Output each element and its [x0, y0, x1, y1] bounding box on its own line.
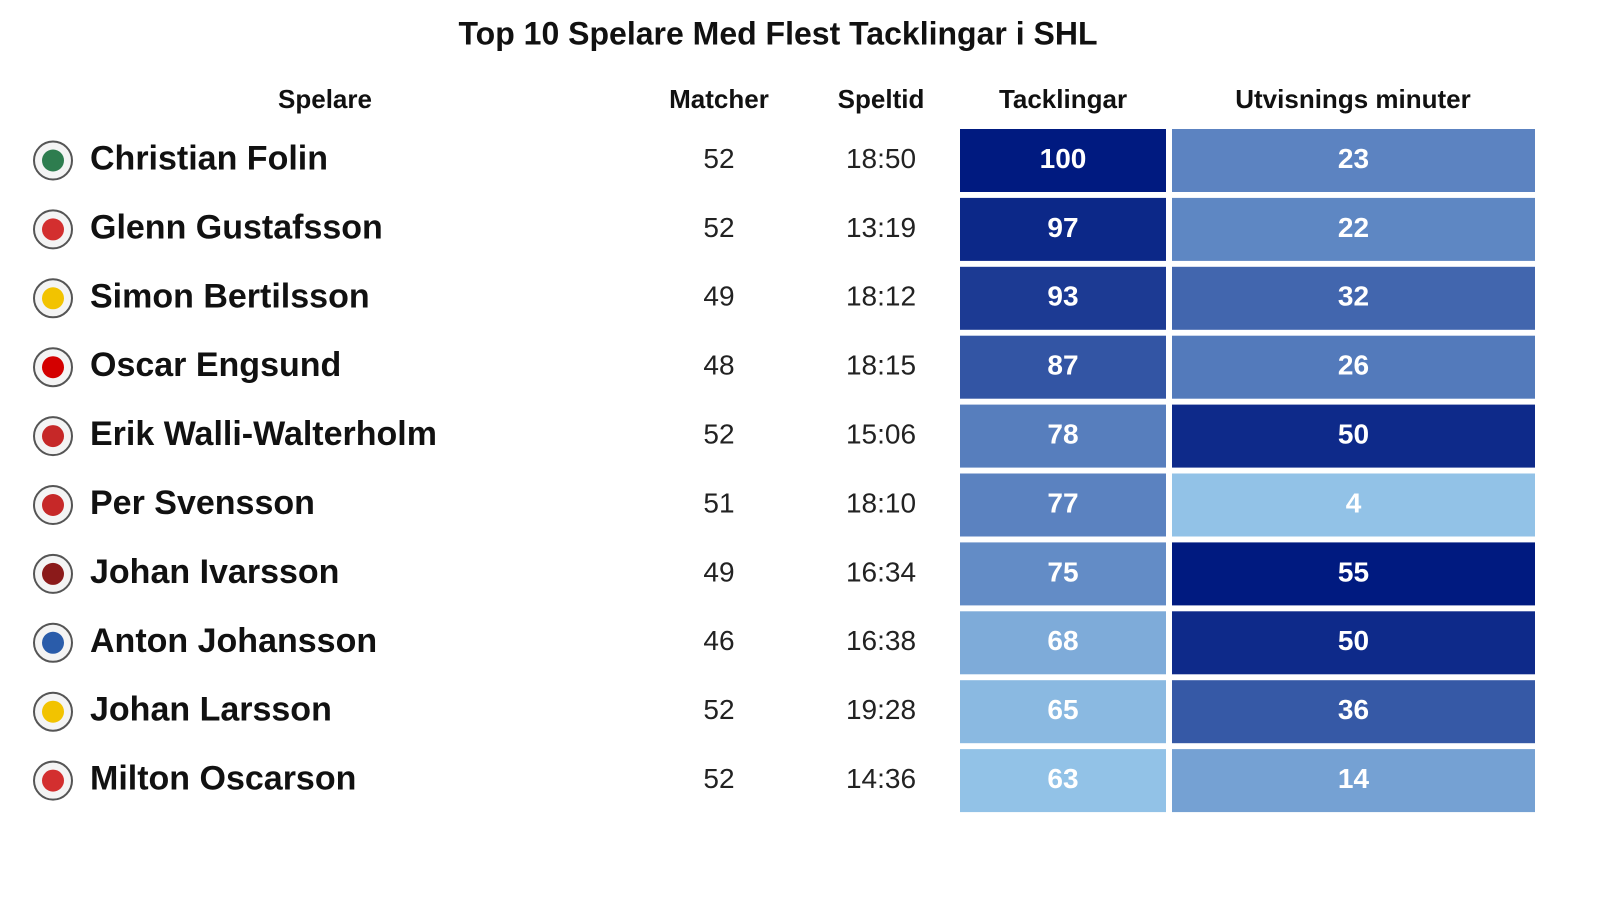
tackles-cell	[960, 266, 1166, 330]
team-logo-inner	[42, 356, 64, 379]
tackles-value: 77	[1047, 487, 1078, 518]
penalty-value: 36	[1338, 694, 1369, 725]
team-logo-inner	[42, 149, 64, 172]
tackles-value: 100	[1040, 143, 1087, 174]
team-logo-inner	[42, 287, 64, 310]
tackles-cell	[960, 473, 1166, 537]
column-header: Utvisnings minuter	[1235, 84, 1470, 114]
tackles-cell	[960, 611, 1166, 675]
player-name: Erik Walli-Walterholm	[90, 415, 437, 453]
team-logo-inner	[42, 218, 64, 241]
tackles-value: 93	[1047, 281, 1078, 312]
penalty-value: 4	[1346, 487, 1362, 518]
player-name: Milton Oscarson	[90, 760, 356, 798]
tackles-value: 63	[1047, 763, 1078, 794]
penalty-cell	[1172, 197, 1535, 261]
tackles-cell	[960, 129, 1166, 192]
tackles-value: 75	[1047, 556, 1078, 587]
games: 52	[703, 418, 734, 449]
player-name: Johan Larsson	[90, 691, 332, 729]
team-logo-inner	[42, 562, 64, 585]
player-name: Anton Johansson	[90, 622, 377, 660]
penalty-cell	[1172, 129, 1535, 192]
penalty-value: 22	[1338, 212, 1369, 243]
time-on-ice: 15:06	[846, 418, 916, 449]
time-on-ice: 16:34	[846, 556, 916, 587]
player-name: Per Svensson	[90, 484, 315, 522]
time-on-ice: 18:50	[846, 143, 916, 174]
penalty-cell	[1172, 542, 1535, 606]
time-on-ice: 19:28	[846, 694, 916, 725]
time-on-ice: 18:15	[846, 350, 916, 381]
time-on-ice: 16:38	[846, 625, 916, 656]
tackles-value: 78	[1047, 418, 1078, 449]
games: 52	[703, 143, 734, 174]
games: 46	[703, 625, 734, 656]
penalty-value: 26	[1338, 350, 1369, 381]
tackles-cell	[960, 404, 1166, 468]
penalty-value: 55	[1338, 556, 1369, 587]
tackles-cell	[960, 749, 1166, 813]
penalty-value: 14	[1338, 763, 1370, 794]
time-on-ice: 18:12	[846, 281, 916, 312]
penalty-value: 50	[1338, 418, 1369, 449]
team-logo-inner	[42, 631, 64, 654]
player-name: Oscar Engsund	[90, 346, 341, 384]
tackles-value: 97	[1047, 212, 1078, 243]
tackles-cell	[960, 680, 1166, 744]
games: 51	[703, 487, 734, 518]
player-name: Glenn Gustafsson	[90, 208, 383, 246]
penalty-cell	[1172, 266, 1535, 330]
games: 49	[703, 556, 734, 587]
games: 52	[703, 694, 734, 725]
penalty-cell	[1172, 473, 1535, 537]
penalty-value: 32	[1338, 281, 1369, 312]
column-header: Speltid	[838, 84, 925, 114]
column-header: Tacklingar	[999, 84, 1127, 114]
penalty-value: 23	[1338, 143, 1369, 174]
games: 48	[703, 350, 734, 381]
time-on-ice: 18:10	[846, 487, 916, 518]
time-on-ice: 14:36	[846, 763, 916, 794]
tackles-value: 87	[1047, 350, 1078, 381]
team-logo-inner	[42, 700, 64, 723]
penalty-cell	[1172, 335, 1535, 399]
penalty-value: 50	[1338, 625, 1369, 656]
team-logo-inner	[42, 425, 64, 448]
team-logo-inner	[42, 494, 64, 516]
penalty-cell	[1172, 404, 1535, 468]
tackles-value: 65	[1047, 694, 1078, 725]
player-name: Christian Folin	[90, 139, 328, 177]
player-name: Johan Ivarsson	[90, 553, 339, 591]
tackles-value: 68	[1047, 625, 1078, 656]
player-name: Simon Bertilsson	[90, 277, 370, 315]
games: 49	[703, 281, 734, 312]
tackles-cell	[960, 335, 1166, 399]
team-logo-inner	[42, 769, 64, 792]
games: 52	[703, 763, 734, 794]
penalty-cell	[1172, 680, 1535, 744]
tackles-cell	[960, 197, 1166, 261]
column-header: Spelare	[278, 84, 372, 114]
column-header: Matcher	[669, 84, 769, 114]
tackles-cell	[960, 542, 1166, 606]
time-on-ice: 13:19	[846, 212, 916, 243]
penalty-cell	[1172, 749, 1535, 813]
games: 52	[703, 212, 734, 243]
title: Top 10 Spelare Med Flest Tacklingar i SH…	[459, 15, 1098, 51]
penalty-cell	[1172, 611, 1535, 675]
